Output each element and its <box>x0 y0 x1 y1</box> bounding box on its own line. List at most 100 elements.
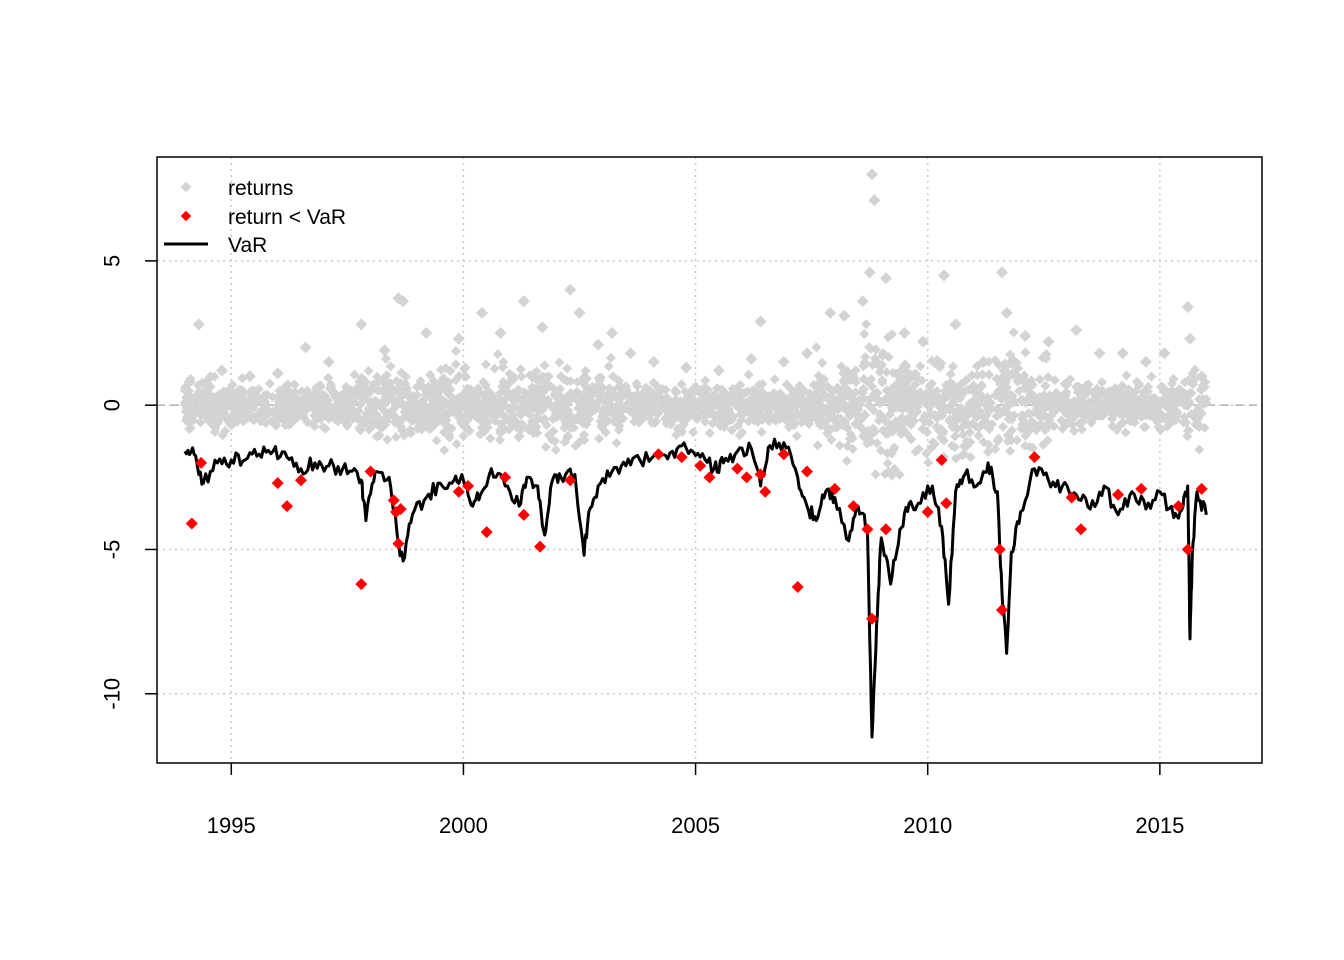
return-point <box>458 431 469 442</box>
return-point <box>498 382 509 393</box>
return-point <box>836 361 847 372</box>
return-point <box>863 266 876 279</box>
return-point <box>611 400 622 411</box>
return-point <box>393 418 404 429</box>
return-point <box>618 413 629 424</box>
return-point <box>354 423 365 434</box>
return-point <box>898 361 909 372</box>
return-point <box>973 430 984 441</box>
return-point <box>887 329 898 340</box>
return-point <box>958 429 969 440</box>
return-point <box>288 409 299 420</box>
return-point <box>363 365 374 376</box>
return-point <box>1002 401 1013 412</box>
return-point <box>215 413 226 424</box>
return-point <box>747 400 758 411</box>
return-point <box>777 355 790 368</box>
return-point <box>364 424 375 435</box>
return-point <box>667 406 678 417</box>
return-point <box>1042 435 1053 446</box>
return-point <box>856 396 867 407</box>
return-point <box>1017 419 1028 430</box>
return-point <box>1116 347 1129 360</box>
return-point <box>450 374 461 385</box>
return-point <box>757 387 768 398</box>
return-point <box>1031 425 1042 436</box>
legend-label-var: VaR <box>228 234 267 257</box>
return-point <box>348 397 359 408</box>
return-point <box>944 405 955 416</box>
exceedance-point <box>940 497 953 510</box>
return-point <box>595 372 606 383</box>
return-point <box>858 384 869 395</box>
return-point <box>1131 404 1142 415</box>
return-point <box>537 405 548 416</box>
return-point <box>820 420 831 431</box>
return-point <box>211 406 222 417</box>
return-point <box>397 295 410 308</box>
return-point <box>757 378 768 389</box>
return-point <box>192 318 205 331</box>
return-point <box>337 410 348 421</box>
return-point <box>183 416 194 427</box>
return-point <box>827 403 838 414</box>
return-point <box>1070 324 1083 337</box>
return-point <box>655 405 666 416</box>
return-point <box>425 369 436 380</box>
return-point <box>817 357 828 368</box>
return-point <box>1025 393 1036 404</box>
return-point <box>680 394 691 405</box>
return-point <box>268 415 279 426</box>
return-point <box>809 398 820 409</box>
return-point <box>742 386 753 397</box>
exceedance-point <box>1135 482 1148 495</box>
exceedance-point <box>462 479 475 492</box>
return-point <box>996 266 1008 279</box>
return-point <box>873 395 884 406</box>
return-point <box>898 327 911 340</box>
return-point <box>549 389 560 400</box>
return-point <box>1164 419 1175 430</box>
return-point <box>371 379 382 390</box>
return-point <box>483 386 494 397</box>
return-point <box>538 373 549 384</box>
return-point <box>926 355 937 366</box>
return-point <box>890 402 901 413</box>
return-point <box>1107 421 1118 432</box>
return-point <box>1035 403 1046 414</box>
return-point <box>716 384 727 395</box>
return-point <box>595 384 606 395</box>
return-point <box>528 428 539 439</box>
return-point <box>756 427 767 438</box>
exceedance-point <box>993 543 1006 556</box>
return-point <box>1102 402 1113 413</box>
return-point <box>933 410 944 421</box>
return-point <box>1048 421 1059 432</box>
return-point <box>318 390 329 401</box>
exceedance-point <box>499 471 512 484</box>
return-below-var-series <box>185 448 1208 625</box>
return-point <box>687 407 698 418</box>
return-point <box>640 382 651 393</box>
return-point <box>700 416 711 427</box>
return-point <box>1017 413 1028 424</box>
return-point <box>380 353 391 364</box>
return-point <box>917 424 928 435</box>
return-point <box>815 394 826 405</box>
return-point <box>1156 381 1167 392</box>
return-point <box>393 384 404 395</box>
return-point <box>579 435 590 446</box>
return-point <box>816 383 827 394</box>
return-point <box>737 427 748 438</box>
return-point <box>1006 414 1017 425</box>
return-point <box>993 433 1004 444</box>
return-point <box>1019 370 1030 381</box>
exceedance-point <box>452 485 465 498</box>
return-point <box>260 418 271 429</box>
return-point <box>286 418 297 429</box>
return-point <box>323 372 334 383</box>
return-point <box>473 389 484 400</box>
return-point <box>839 378 850 389</box>
return-point <box>1179 412 1190 423</box>
exceedance-point <box>1112 488 1125 501</box>
